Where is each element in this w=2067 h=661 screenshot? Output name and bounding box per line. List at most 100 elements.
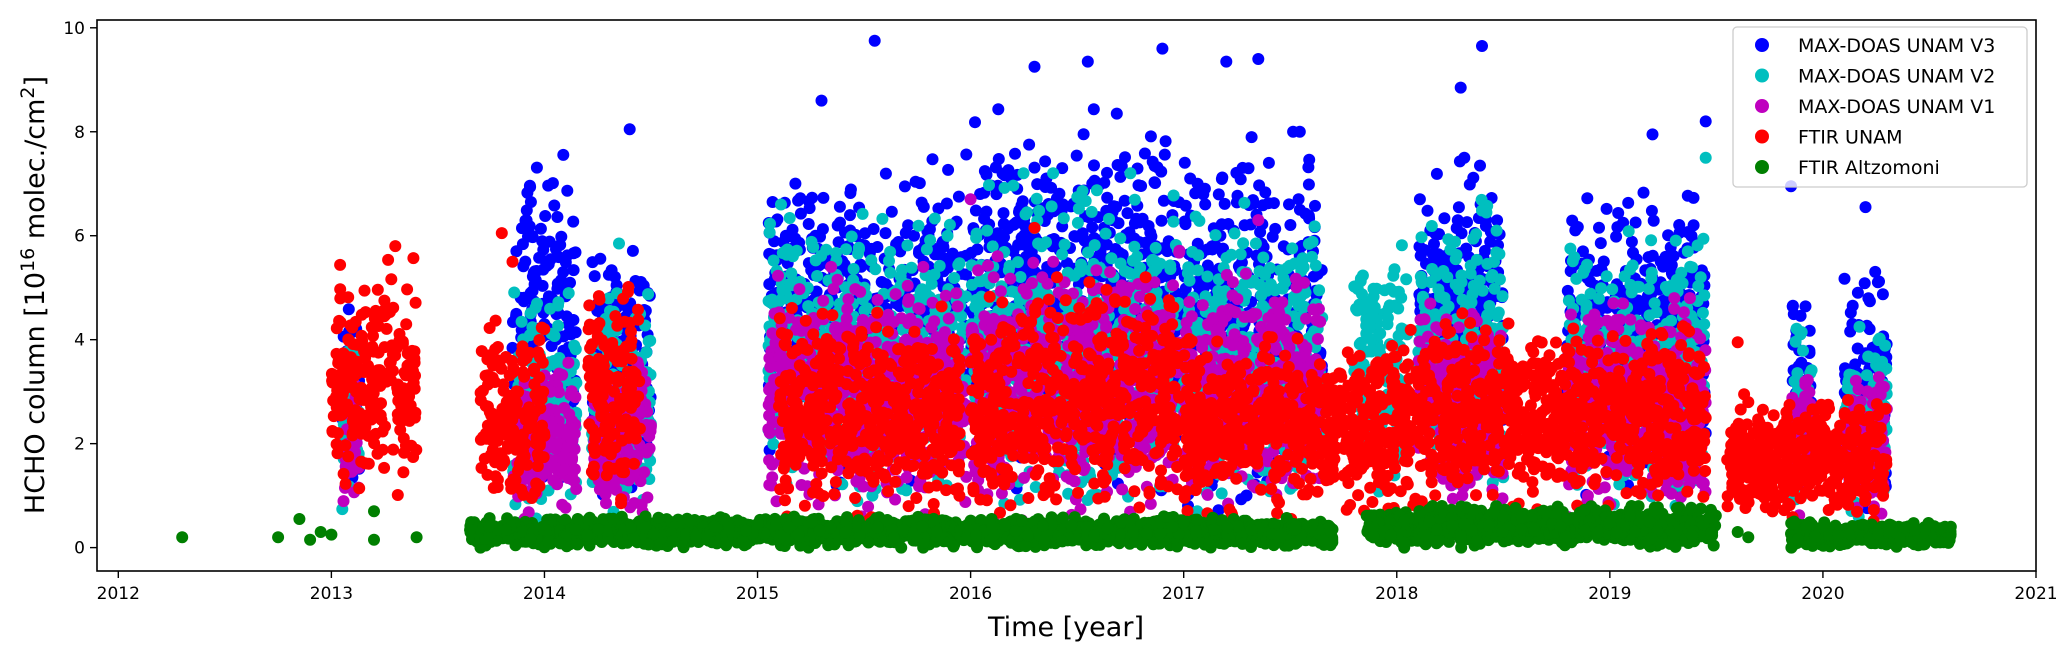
data-point — [1077, 128, 1090, 141]
data-point — [875, 276, 888, 288]
data-point — [969, 204, 982, 217]
data-point — [1167, 189, 1180, 202]
data-point — [1199, 198, 1212, 211]
data-point — [811, 270, 824, 282]
data-point — [1426, 263, 1439, 275]
data-point — [1144, 130, 1157, 143]
data-point — [623, 123, 636, 136]
data-point — [1593, 221, 1605, 234]
data-point — [1179, 199, 1192, 212]
data-point — [1378, 284, 1391, 297]
data-point — [518, 291, 531, 304]
data-point — [1863, 323, 1876, 336]
data-point — [569, 246, 582, 259]
data-point — [1039, 155, 1052, 168]
data-point — [1413, 193, 1426, 206]
data-point — [642, 335, 655, 348]
data-point — [960, 148, 973, 161]
plot-frame — [96, 19, 2037, 572]
data-point — [1101, 166, 1113, 179]
data-point — [1088, 159, 1100, 172]
data-point — [1388, 263, 1401, 276]
data-point — [1438, 291, 1451, 304]
data-point — [856, 207, 869, 220]
data-point — [901, 239, 914, 252]
data-point — [562, 287, 575, 300]
data-point — [766, 293, 779, 306]
data-point — [1012, 238, 1025, 251]
data-point — [1355, 336, 1367, 349]
data-point — [1047, 167, 1060, 180]
data-point — [1183, 274, 1196, 287]
data-point — [1220, 55, 1233, 68]
data-point — [912, 219, 925, 232]
data-point — [1081, 55, 1094, 68]
data-point — [817, 191, 830, 204]
data-point — [1040, 236, 1052, 249]
data-point — [1838, 272, 1851, 285]
data-point — [884, 266, 897, 279]
data-point — [1057, 212, 1070, 225]
data-point — [883, 255, 895, 267]
data-point — [1474, 159, 1486, 172]
data-point — [925, 277, 938, 290]
data-point — [775, 198, 787, 211]
data-point — [1086, 221, 1099, 234]
data-point — [1367, 290, 1380, 303]
data-point — [1118, 194, 1131, 207]
data-point — [1303, 153, 1316, 166]
data-point — [1079, 195, 1092, 207]
data-point — [1491, 214, 1504, 227]
data-point — [536, 279, 549, 292]
data-point — [1873, 275, 1885, 288]
data-point — [913, 177, 926, 190]
data-point — [1157, 194, 1170, 207]
data-point — [868, 34, 881, 47]
data-point — [642, 288, 655, 301]
data-point — [1611, 221, 1624, 234]
data-point — [1186, 245, 1199, 258]
data-point — [567, 215, 580, 228]
data-point — [626, 244, 639, 257]
data-point — [1876, 288, 1889, 301]
data-point — [1071, 216, 1084, 229]
data-point — [1017, 167, 1030, 180]
data-point — [1215, 487, 1228, 500]
data-point — [1622, 196, 1635, 209]
data-point — [1257, 251, 1270, 264]
data-point — [879, 227, 892, 240]
data-point — [1392, 285, 1405, 298]
data-point — [1450, 222, 1463, 235]
data-point — [815, 94, 828, 107]
data-point — [1033, 204, 1046, 217]
data-point — [1245, 131, 1258, 144]
data-point — [1030, 192, 1043, 205]
data-point — [905, 261, 918, 274]
data-point — [953, 257, 966, 270]
data-point — [1356, 269, 1369, 282]
data-point — [1161, 245, 1174, 258]
data-point — [1218, 197, 1231, 210]
data-point — [1269, 283, 1282, 296]
data-point — [1400, 273, 1413, 286]
data-point — [928, 212, 941, 225]
data-point — [1028, 161, 1041, 174]
data-point — [1302, 237, 1315, 250]
data-point — [1085, 205, 1098, 218]
data-point — [1193, 214, 1206, 227]
data-point — [1461, 216, 1473, 229]
data-point — [529, 265, 541, 278]
data-point — [605, 264, 618, 277]
data-point — [806, 191, 819, 204]
data-point — [1281, 262, 1294, 275]
data-point — [992, 103, 1005, 116]
data-point — [1625, 235, 1638, 248]
data-point — [1253, 179, 1266, 192]
data-point — [1009, 147, 1021, 160]
data-point — [998, 231, 1010, 244]
data-point — [1313, 284, 1326, 297]
data-point — [1114, 232, 1127, 245]
data-point — [1467, 171, 1480, 184]
data-point — [802, 218, 815, 230]
data-point — [992, 153, 1005, 165]
